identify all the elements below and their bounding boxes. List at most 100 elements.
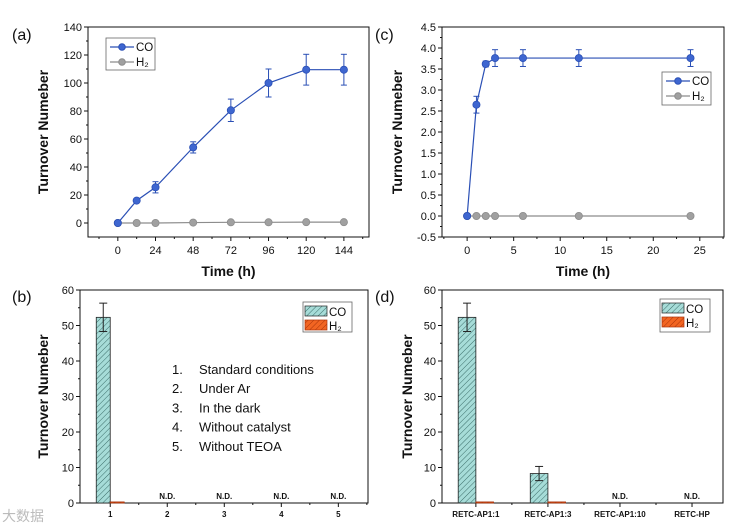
data-point (151, 183, 160, 192)
y-tick-label: 2.5 (421, 106, 436, 118)
series-line (117, 69, 344, 224)
condition-text: In the dark (199, 400, 261, 415)
series-co (463, 49, 695, 220)
data-point (491, 54, 500, 63)
legend-swatch (661, 302, 685, 314)
condition-number: 5. (172, 439, 183, 454)
data-point (113, 218, 122, 227)
y-tick-label: 10 (62, 463, 74, 475)
bar-co (95, 316, 111, 504)
y-axis-title: Turnover Numeber (35, 334, 51, 459)
series-line (466, 57, 691, 217)
category-label: 4 (279, 510, 284, 519)
x-tick-label: 120 (297, 245, 315, 257)
data-point (151, 218, 160, 227)
x-tick-label: 25 (694, 245, 706, 257)
y-tick-label: 20 (70, 190, 82, 202)
data-point (686, 211, 695, 220)
data-point (302, 218, 311, 227)
category-label: 1 (108, 510, 113, 519)
y-tick-label: 100 (64, 78, 82, 90)
y-tick-label: 30 (62, 392, 74, 404)
legend-label: CO (692, 76, 709, 88)
watermark: 大数据 (2, 508, 44, 524)
legend-box (661, 71, 712, 106)
y-tick-label: 3.0 (421, 85, 436, 97)
plot-frame (87, 26, 370, 238)
y-tick-label: -0.5 (417, 232, 436, 244)
data-point (463, 211, 472, 220)
x-tick-label: 0 (115, 245, 121, 257)
y-tick-label: 0 (68, 498, 74, 510)
x-tick-label: 5 (511, 245, 517, 257)
category-label: 2 (165, 510, 170, 519)
panel-b: (b) 0 10 20 30 40 50 60 Turnover Numeber CO H₂ 1 2 N.… (12, 285, 369, 519)
category-label: RETC-AP1:1 (452, 510, 500, 519)
y-tick-label: 40 (424, 356, 436, 368)
y-tick-label: 50 (424, 321, 436, 333)
legend-marker (118, 43, 126, 51)
y-tick-label: 2.0 (421, 127, 436, 139)
panel-d: (d) 0 10 20 30 40 50 60 Turnover Numeber CO H₂ RETC… (375, 285, 724, 519)
category-label: RETC-AP1:3 (524, 510, 572, 519)
data-point (132, 218, 141, 227)
y-tick-label: 120 (64, 50, 82, 62)
data-point (686, 54, 695, 63)
data-point (491, 211, 500, 220)
y-tick-label: 0.0 (421, 211, 436, 223)
legend-label: H₂ (329, 321, 342, 333)
data-point (339, 65, 348, 74)
bar-h2 (475, 501, 494, 504)
data-point (472, 211, 481, 220)
panel-a: (a) 0 20 40 60 80 100 120 140 Turnover Numeber CO H… (12, 22, 370, 279)
legend-label: H₂ (686, 318, 699, 330)
y-tick-label: 4.0 (421, 43, 436, 55)
y-tick-label: 50 (62, 321, 74, 333)
y-tick-label: 10 (424, 463, 436, 475)
data-point (339, 218, 348, 227)
series-h2 (463, 211, 695, 220)
data-point (574, 211, 583, 220)
category-label: RETC-AP1:10 (594, 510, 646, 519)
legend-swatch (304, 319, 328, 331)
bar-h2 (547, 501, 566, 504)
legend-marker (118, 58, 126, 66)
data-point (132, 196, 141, 205)
legend: CO H₂ (661, 71, 712, 106)
legend: CO H₂ (302, 301, 353, 333)
y-tick-label: 60 (424, 285, 436, 297)
y-tick-label: 40 (62, 356, 74, 368)
category-label: 5 (336, 510, 341, 519)
condition-number: 2. (172, 381, 183, 396)
y-axis-title: Turnover Numeber (35, 69, 51, 194)
data-point (481, 211, 490, 220)
data-point (264, 218, 273, 227)
condition-number: 3. (172, 400, 183, 415)
legend-box (105, 37, 156, 71)
x-tick-label: 10 (554, 245, 566, 257)
data-point (189, 218, 198, 227)
not-detected-label: N.D. (684, 492, 700, 501)
y-tick-label: 140 (64, 22, 82, 34)
y-tick-label: 30 (424, 392, 436, 404)
panel-c: (c) -0.5 0.0 0.5 1.0 1.5 2.0 2.5 3.0 3.5 4.0 4.5 Tur… (375, 22, 725, 279)
not-detected-label: N.D. (216, 492, 232, 501)
condition-number: 1. (172, 362, 183, 377)
legend-swatch (661, 316, 685, 328)
data-point (226, 106, 235, 115)
condition-text: Without TEOA (199, 439, 282, 454)
legend-label: CO (136, 42, 153, 54)
y-tick-label: 40 (70, 162, 82, 174)
not-detected-label: N.D. (159, 492, 175, 501)
y-tick-label: 0.5 (421, 190, 436, 202)
legend: CO H₂ (659, 298, 711, 333)
x-tick-label: 72 (225, 245, 237, 257)
y-tick-label: 0 (76, 218, 82, 230)
y-tick-label: 0 (430, 498, 436, 510)
y-tick-label: 80 (70, 106, 82, 118)
condition-text: Under Ar (199, 381, 251, 396)
legend-label: H₂ (136, 57, 149, 69)
y-axis-title: Turnover Numeber (389, 69, 405, 194)
not-detected-label: N.D. (273, 492, 289, 501)
